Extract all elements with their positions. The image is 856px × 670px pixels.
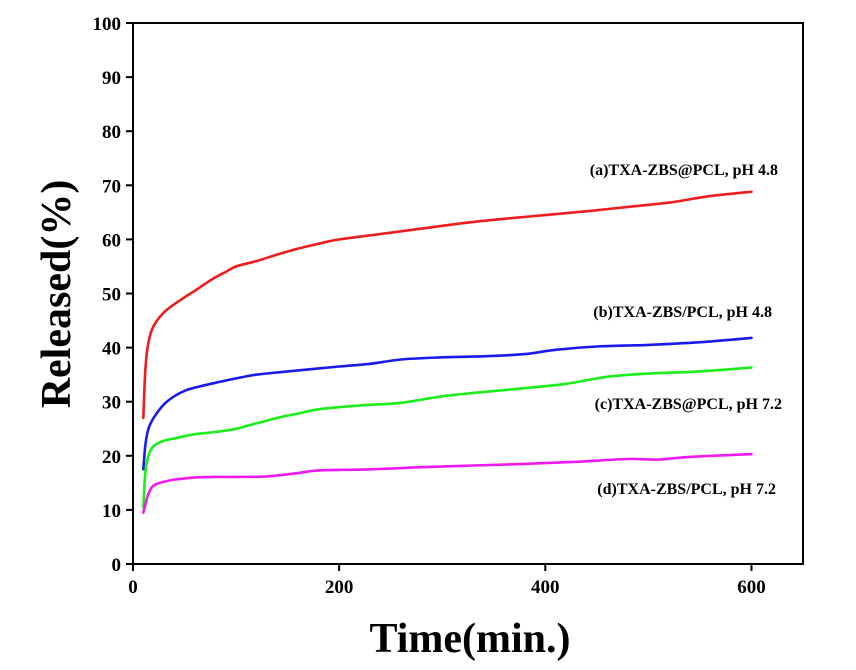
y-tick-label: 90 (102, 68, 121, 89)
series-label-4: (d)TXA-ZBS/PCL, pH 7.2 (597, 481, 776, 498)
tick-labels: 0 10 20 30 40 50 60 70 80 90 100 0 200 400 600 (93, 14, 766, 598)
series-label-2: (b)TXA-ZBS/PCL, pH 4.8 (593, 304, 772, 321)
x-tick-label: 200 (325, 577, 354, 598)
y-tick-label: 10 (102, 501, 121, 522)
y-tick-label: 70 (102, 176, 121, 197)
series-labels: (a)TXA-ZBS@PCL, pH 4.8 (b)TXA-ZBS/PCL, pH… (590, 162, 782, 498)
y-tick-label: 60 (102, 230, 121, 251)
x-tick-label: 400 (531, 577, 560, 598)
axis-ticks (126, 22, 753, 571)
series-lines (142, 190, 753, 514)
y-tick-label: 100 (93, 14, 122, 35)
y-tick-label: 0 (112, 555, 122, 576)
series-label-1: (a)TXA-ZBS@PCL, pH 4.8 (590, 162, 778, 179)
y-axis-title: Released(%) (34, 180, 80, 409)
x-tick-label: 0 (128, 577, 138, 598)
y-tick-label: 40 (102, 339, 121, 360)
series-line-1 (142, 190, 753, 420)
series-line-4 (142, 452, 753, 514)
x-axis-title: Time(min.) (369, 616, 570, 662)
x-tick-label: 600 (737, 577, 766, 598)
y-tick-label: 80 (102, 122, 121, 143)
series-line-2 (142, 336, 753, 471)
y-tick-label: 20 (102, 447, 121, 468)
y-tick-label: 50 (102, 285, 121, 306)
y-tick-label: 30 (102, 393, 121, 414)
series-label-3: (c)TXA-ZBS@PCL, pH 7.2 (595, 396, 782, 413)
series-line-3 (142, 366, 753, 509)
